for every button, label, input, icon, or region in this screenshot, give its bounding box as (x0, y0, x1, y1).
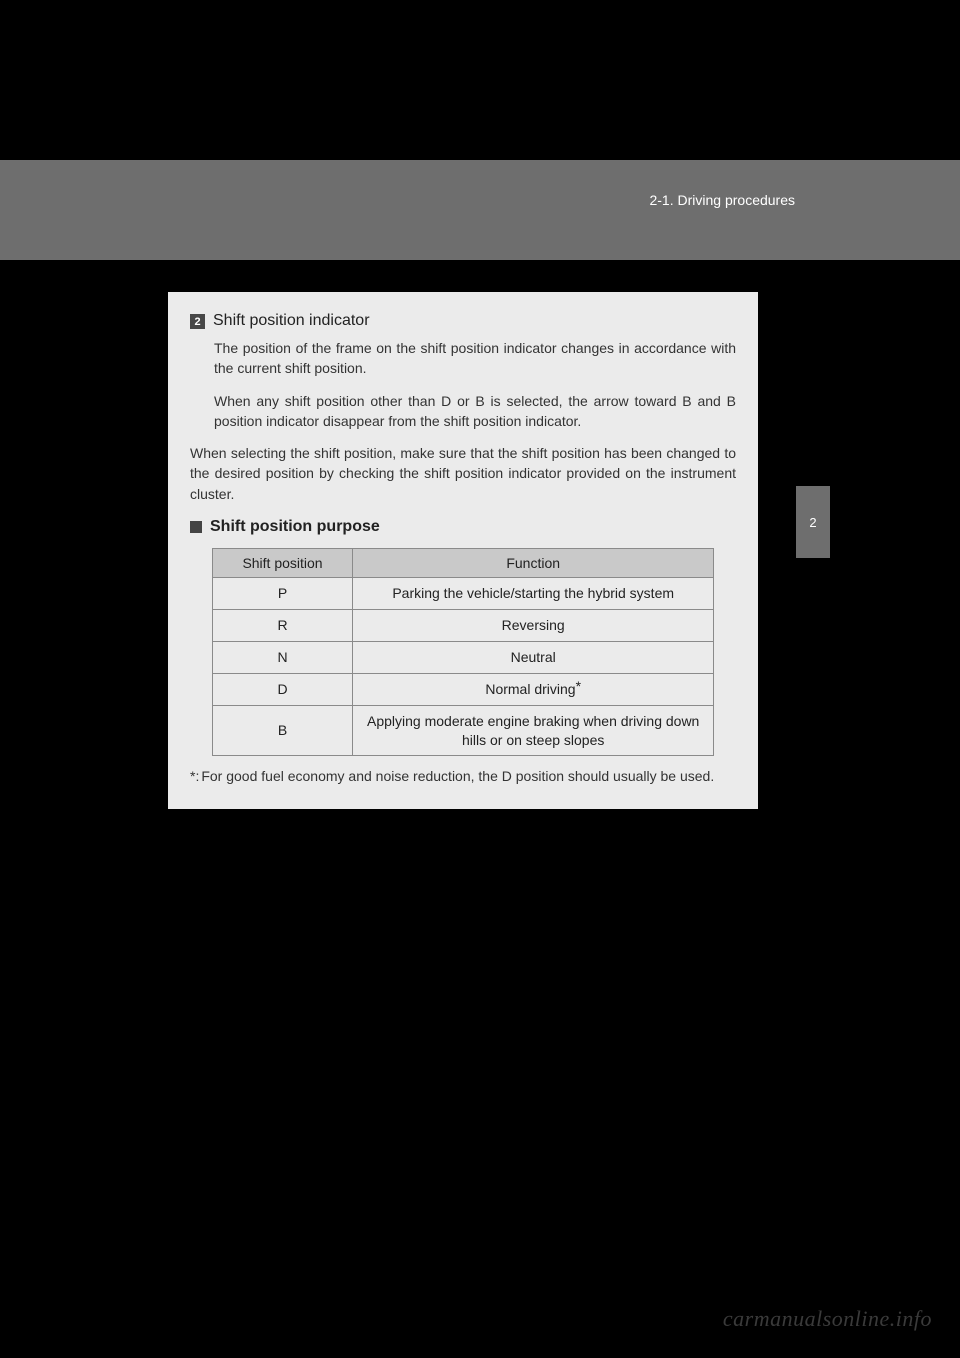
footnote: *: For good fuel economy and noise reduc… (190, 766, 736, 786)
header-band: 2-1. Driving procedures (0, 160, 960, 260)
sub-heading-row: Shift position purpose (190, 518, 736, 536)
footnote-marker: *: (190, 766, 199, 786)
table-cell-position: B (212, 705, 352, 756)
asterisk-icon: * (576, 678, 581, 694)
item-number-marker: 2 (190, 314, 205, 329)
paragraph-1: The position of the frame on the shift p… (214, 338, 736, 379)
paragraph-3: When selecting the shift position, make … (190, 443, 736, 504)
paragraph-2: When any shift position other than D or … (214, 391, 736, 432)
table-row: D Normal driving* (212, 673, 713, 705)
table-cell-position: R (212, 609, 352, 641)
table-row: N Neutral (212, 641, 713, 673)
content-card: 2 Shift position indicator The position … (168, 292, 758, 809)
table-cell-position: D (212, 673, 352, 705)
table-header-row: Shift position Function (212, 549, 713, 578)
table-cell-position: P (212, 578, 352, 610)
item-title: Shift position indicator (213, 312, 370, 330)
table-cell-function: Applying moderate engine braking when dr… (353, 705, 714, 756)
section-header: 2-1. Driving procedures (649, 192, 795, 208)
table-cell-position: N (212, 641, 352, 673)
table-header-function: Function (353, 549, 714, 578)
table-header-position: Shift position (212, 549, 352, 578)
table-cell-function: Neutral (353, 641, 714, 673)
function-text: Normal driving (485, 681, 575, 697)
table-cell-function: Reversing (353, 609, 714, 641)
numbered-item: 2 Shift position indicator (190, 312, 736, 330)
chapter-side-tab: 2 (796, 486, 830, 558)
sub-heading: Shift position purpose (210, 518, 380, 536)
table-row: B Applying moderate engine braking when … (212, 705, 713, 756)
table-row: P Parking the vehicle/starting the hybri… (212, 578, 713, 610)
square-bullet-icon (190, 521, 202, 533)
watermark: carmanualsonline.info (723, 1306, 932, 1332)
shift-position-table: Shift position Function P Parking the ve… (212, 548, 714, 756)
chapter-number: 2 (809, 515, 816, 530)
table-row: R Reversing (212, 609, 713, 641)
table-cell-function: Normal driving* (353, 673, 714, 705)
footnote-text: For good fuel economy and noise reductio… (201, 766, 714, 786)
table-cell-function: Parking the vehicle/starting the hybrid … (353, 578, 714, 610)
